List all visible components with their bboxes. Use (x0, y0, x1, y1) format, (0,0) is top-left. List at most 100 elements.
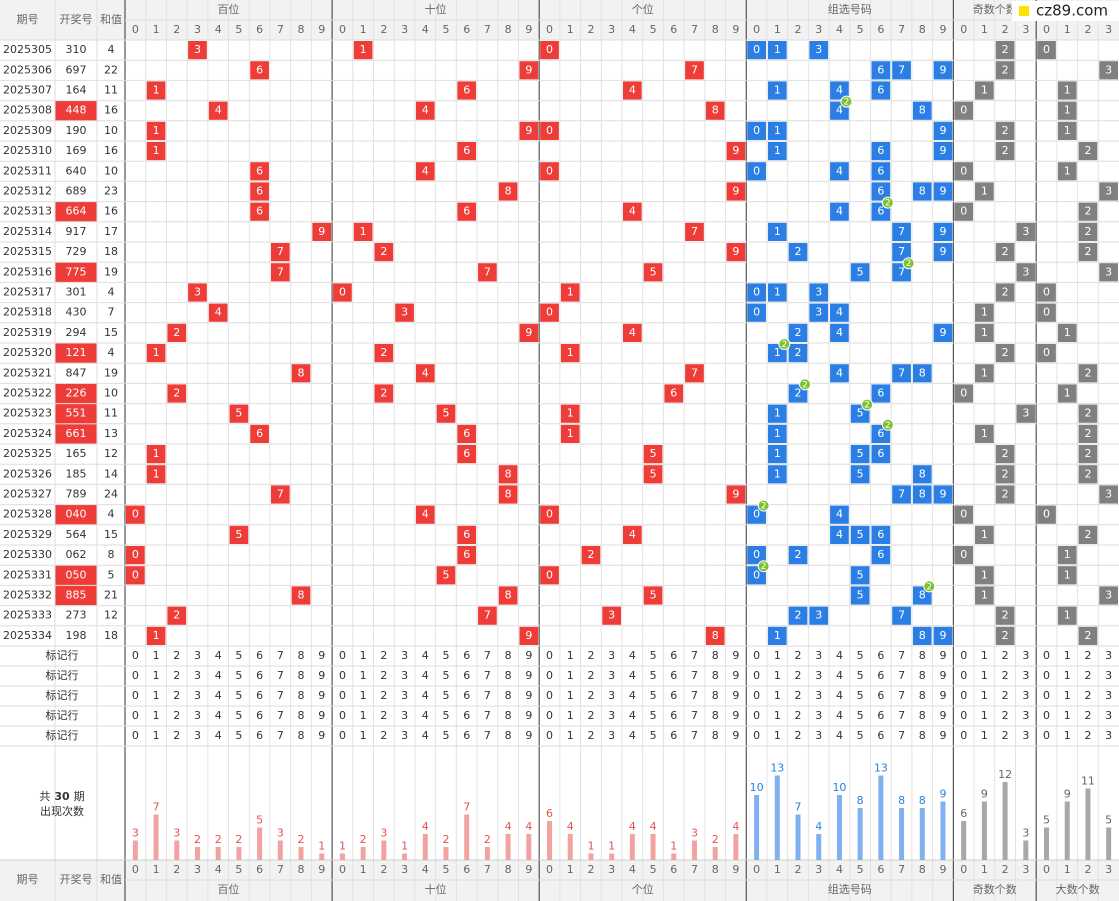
count-label: 9 (939, 788, 946, 801)
count-bar (609, 853, 615, 860)
stats-periods: 30 (54, 790, 70, 803)
position-digit: 2 (173, 609, 180, 622)
stats-label-2: 出现次数 (40, 804, 84, 818)
marker-digit: 7 (691, 689, 698, 702)
digit-header: 9 (525, 23, 532, 36)
digit-header: 3 (1105, 863, 1112, 876)
odd-count-cell (995, 485, 1015, 504)
digit-header: 3 (194, 863, 201, 876)
marker-digit: 1 (567, 689, 574, 702)
digit-header: 2 (1002, 863, 1009, 876)
count-label: 7 (795, 801, 802, 814)
digit-header: 8 (919, 23, 926, 36)
position-digit: 6 (256, 185, 263, 198)
marker-digit: 0 (132, 709, 139, 722)
marker-digit: 2 (1084, 709, 1091, 722)
issue: 2025305 (3, 43, 52, 56)
odd-count-cell (975, 303, 994, 322)
big-count-cell (1057, 566, 1077, 585)
group-cell (892, 606, 911, 625)
count-bar (774, 775, 780, 860)
marker-digit: 7 (898, 729, 905, 742)
draw-number: 847 (66, 366, 87, 379)
position-digit: 1 (360, 43, 367, 56)
big-count-cell (1078, 465, 1098, 484)
marker-digit: 6 (463, 729, 470, 742)
marker-digit: 9 (732, 649, 739, 662)
draw-number: 789 (66, 488, 87, 501)
marker-digit: 2 (795, 709, 802, 722)
marker-digit: 8 (919, 689, 926, 702)
group-cell (933, 182, 953, 201)
marker-digit: 9 (525, 689, 532, 702)
marker-row-label: 标记行 (46, 688, 79, 702)
draw-number: 551 (66, 407, 87, 420)
position-cell (726, 243, 746, 262)
digit-header: 0 (753, 863, 760, 876)
odd-count-cell (995, 142, 1015, 161)
marker-digit: 9 (318, 649, 325, 662)
position-digit: 8 (505, 488, 512, 501)
digit-header: 2 (1084, 863, 1091, 876)
big-count-digit: 2 (1084, 427, 1091, 440)
issue: 2025326 (3, 467, 52, 480)
digit-header: 0 (132, 23, 139, 36)
odd-count-digit: 2 (1002, 467, 1009, 480)
position-digit: 4 (629, 84, 636, 97)
position-digit: 8 (505, 467, 512, 480)
digit-header: 9 (318, 23, 325, 36)
odd-count-cell (995, 61, 1015, 80)
count-bar (484, 847, 490, 860)
position-digit: 9 (525, 629, 532, 642)
marker-digit: 4 (422, 689, 429, 702)
count-bar (567, 834, 573, 860)
count-bar (319, 853, 325, 860)
pair-number-bg (55, 202, 97, 222)
pair-badge (923, 580, 936, 593)
pair-number-bg (55, 565, 97, 585)
marker-digit: 7 (277, 689, 284, 702)
group-digit: 4 (836, 508, 843, 521)
position-digit: 0 (546, 164, 553, 177)
marker-digit: 7 (691, 649, 698, 662)
odd-count-cell (995, 445, 1015, 464)
group-cell (892, 243, 911, 262)
position-digit: 7 (484, 609, 491, 622)
digit-header: 8 (505, 863, 512, 876)
count-bar (464, 814, 470, 860)
marker-row-label: 标记行 (46, 728, 79, 742)
marker-digit: 9 (939, 709, 946, 722)
marker-digit: 8 (919, 729, 926, 742)
draw-number: 697 (66, 63, 87, 76)
marker-digit: 6 (256, 729, 263, 742)
position-digit: 5 (650, 589, 657, 602)
marker-digit: 5 (857, 669, 864, 682)
group-digit: 6 (877, 528, 884, 541)
position-digit: 6 (463, 528, 470, 541)
position-digit: 6 (670, 387, 677, 400)
position-digit: 4 (215, 306, 222, 319)
marker-digit: 0 (753, 729, 760, 742)
marker-digit: 4 (629, 709, 636, 722)
issue: 2025313 (3, 205, 52, 218)
count-label: 4 (525, 820, 532, 833)
draw-number: 050 (66, 568, 87, 581)
position-digit: 3 (194, 286, 201, 299)
position-digit: 9 (525, 63, 532, 76)
position-cell (643, 586, 663, 605)
position-digit: 9 (525, 326, 532, 339)
digit-header: 4 (422, 863, 429, 876)
marker-digit: 0 (132, 689, 139, 702)
marker-digit: 1 (360, 669, 367, 682)
odd-count-digit: 2 (1002, 447, 1009, 460)
marker-digit: 1 (981, 669, 988, 682)
count-label: 4 (422, 820, 429, 833)
position-cell (415, 505, 435, 524)
sum: 22 (104, 63, 118, 76)
position-digit: 4 (422, 366, 429, 379)
position-cell (270, 485, 290, 504)
group-cell (933, 626, 953, 645)
count-bar (174, 840, 180, 860)
big-count-cell (1099, 586, 1118, 605)
marker-digit: 4 (215, 729, 222, 742)
